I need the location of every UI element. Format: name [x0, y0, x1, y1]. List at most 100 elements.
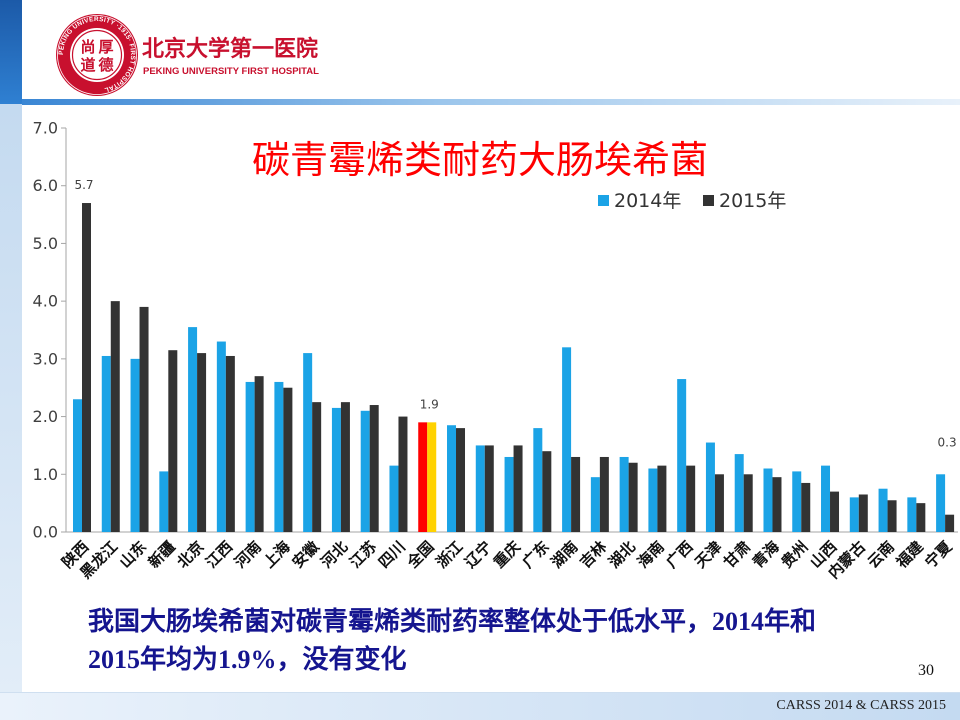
bar-2015: [599, 456, 609, 532]
category-group: 湖北: [605, 456, 639, 572]
bar-2014: [619, 456, 629, 532]
bar-2015: [542, 451, 552, 532]
category-group: 广西: [663, 379, 697, 572]
bar-2015: [945, 514, 955, 532]
hospital-name-cn: 北京大学第一医院: [142, 36, 319, 62]
footer-band: CARSS 2014 & CARSS 2015: [0, 692, 960, 720]
category-group: 北京: [173, 327, 207, 572]
bar-2014: [878, 488, 888, 532]
bar-2015: [427, 422, 437, 532]
bar-2014: [188, 327, 198, 532]
summary-caption: 我国大肠埃希菌对碳青霉烯类耐药率整体处于低水平，2014年和 2015年均为1.…: [88, 603, 816, 679]
data-label: 1.9: [420, 397, 439, 411]
bar-2015: [714, 474, 724, 532]
x-tick-label: 四川: [375, 538, 409, 572]
category-group: 吉林: [576, 456, 611, 572]
bar-2015: [887, 500, 897, 532]
logo-motto-char: 尚: [80, 38, 95, 56]
legend: 2014年 2015年: [598, 190, 786, 212]
page-number: 30: [918, 662, 934, 679]
bar-2014: [533, 428, 543, 532]
bar-2015: [254, 376, 264, 532]
bar-2014: [590, 477, 600, 532]
seal-inner-line: [71, 29, 123, 81]
bar-2015: [772, 477, 782, 532]
x-tick-label: 河北: [317, 538, 351, 572]
x-tick-label: 吉林: [576, 537, 611, 572]
legend-swatch-2015: [703, 195, 714, 206]
x-tick-label: 北京: [173, 538, 207, 572]
x-tick-label: 新疆: [145, 538, 179, 572]
x-tick-label: 上海: [260, 538, 294, 572]
bar-chart: 碳青霉烯类耐药大肠埃希菌 2014年 2015年 0.0 1.0 2.0 3.0 4.0…: [33, 119, 958, 582]
data-label: 5.7: [74, 178, 93, 192]
bar-2014: [907, 497, 917, 532]
category-group: 新疆: [145, 350, 179, 572]
bar-2014: [418, 422, 428, 532]
x-tick-label: 江西: [202, 538, 236, 572]
bar-2014: [360, 410, 370, 532]
bar-2015: [369, 405, 379, 532]
bar-2015: [628, 462, 638, 532]
y-tick-label: 0.0: [33, 523, 58, 542]
bar-2015: [110, 301, 120, 532]
category-group: 浙江: [432, 425, 466, 572]
bars: 陕西黑龙江山东新疆北京江西河南上海安徽河北江苏四川全国浙江辽宁重庆广东湖南吉林湖…: [58, 203, 956, 582]
category-group: 上海: [260, 381, 294, 572]
bar-2014: [734, 454, 744, 532]
legend-swatch-2014: [598, 195, 609, 206]
data-label: 0.3: [938, 435, 957, 449]
bar-2014: [447, 425, 457, 532]
category-group: 江苏: [346, 405, 380, 572]
x-tick-label: 青海: [749, 538, 783, 572]
bar-2015: [139, 306, 149, 532]
bar-2015: [168, 350, 178, 532]
bar-2014: [331, 407, 341, 532]
bar-2015: [916, 503, 926, 532]
bar-2014: [792, 471, 802, 532]
category-group: 宁夏: [922, 474, 957, 572]
bar-2014: [763, 468, 773, 532]
chart-title: 碳青霉烯类耐药大肠埃希菌: [252, 138, 708, 182]
bar-2014: [101, 355, 111, 532]
bar-2014: [504, 456, 514, 532]
bar-2014: [130, 358, 140, 532]
x-tick-label: 福建: [892, 537, 927, 572]
logo-motto-char: 道: [80, 56, 95, 74]
x-tick-label: 安徽: [289, 537, 324, 572]
bar-2015: [340, 402, 350, 532]
y-tick-label: 6.0: [33, 176, 58, 195]
bar-2014: [303, 353, 313, 532]
x-tick-label: 浙江: [432, 538, 466, 572]
bar-2015: [197, 353, 207, 532]
x-tick-label: 海南: [634, 538, 668, 572]
logo-motto-char: 厚: [98, 38, 113, 56]
category-group: 江西: [202, 341, 236, 572]
bar-2015: [456, 428, 466, 532]
category-group: 海南: [634, 465, 668, 572]
bar-2014: [648, 468, 658, 532]
category-group: 河北: [317, 402, 351, 572]
bar-2014: [705, 442, 715, 532]
bar-2015: [743, 474, 753, 532]
x-tick-label: 重庆: [490, 538, 524, 572]
bar-2015: [858, 494, 868, 532]
x-tick-label: 宁夏: [922, 537, 957, 572]
bar-2014: [562, 347, 572, 532]
header-divider: [22, 99, 960, 105]
footer-text: CARSS 2014 & CARSS 2015: [776, 698, 946, 713]
y-tick-label: 4.0: [33, 292, 58, 311]
bar-2015: [571, 456, 581, 532]
left-accent-band: [0, 0, 22, 104]
bar-2014: [73, 399, 82, 532]
category-group: 安徽: [289, 353, 324, 572]
y-tick-label: 2.0: [33, 407, 58, 426]
legend-label-2015: 2015年: [719, 190, 786, 212]
seal-inner-disc: [70, 28, 124, 82]
category-group: 重庆: [490, 445, 524, 572]
category-group: 陕西: [58, 203, 92, 572]
x-tick-label: 广西: [663, 538, 697, 572]
category-group: 湖南: [548, 347, 581, 572]
hospital-name-en: PEKING UNIVERSITY FIRST HOSPITAL: [143, 66, 319, 77]
x-tick-label: 贵州: [778, 538, 812, 572]
